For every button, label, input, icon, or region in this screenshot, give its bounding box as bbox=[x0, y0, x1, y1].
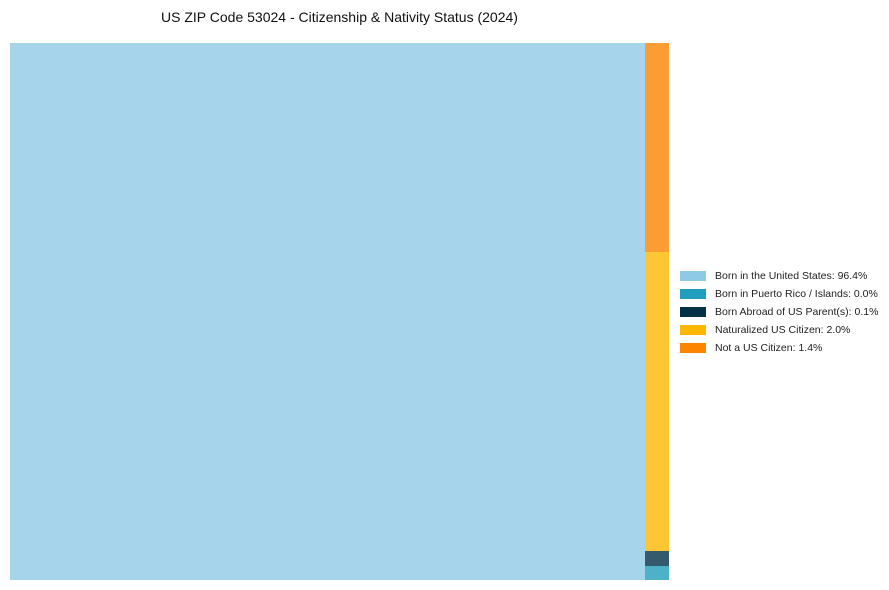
legend-item: Naturalized US Citizen: 2.0% bbox=[680, 321, 878, 339]
tile-naturalized bbox=[645, 252, 669, 551]
legend-label: Born in the United States: 96.4% bbox=[715, 270, 868, 282]
tile-born-abroad bbox=[645, 551, 669, 566]
legend-swatch bbox=[680, 343, 706, 353]
legend-swatch bbox=[680, 271, 706, 281]
legend-swatch bbox=[680, 325, 706, 335]
legend-item: Born in Puerto Rico / Islands: 0.0% bbox=[680, 285, 878, 303]
legend-label: Not a US Citizen: 1.4% bbox=[715, 342, 823, 354]
legend-label: Naturalized US Citizen: 2.0% bbox=[715, 324, 851, 336]
legend-item: Not a US Citizen: 1.4% bbox=[680, 339, 878, 357]
legend-item: Born Abroad of US Parent(s): 0.1% bbox=[680, 303, 878, 321]
legend-swatch bbox=[680, 289, 706, 299]
legend-item: Born in the United States: 96.4% bbox=[680, 267, 878, 285]
legend-label: Born in Puerto Rico / Islands: 0.0% bbox=[715, 288, 878, 300]
chart-title: US ZIP Code 53024 - Citizenship & Nativi… bbox=[161, 9, 518, 25]
legend: Born in the United States: 96.4% Born in… bbox=[680, 267, 878, 357]
legend-label: Born Abroad of US Parent(s): 0.1% bbox=[715, 306, 879, 318]
tile-born-in-us bbox=[10, 43, 645, 580]
tile-not-us-citizen bbox=[645, 43, 669, 252]
legend-swatch bbox=[680, 307, 706, 317]
tile-born-puerto-rico bbox=[645, 566, 669, 580]
